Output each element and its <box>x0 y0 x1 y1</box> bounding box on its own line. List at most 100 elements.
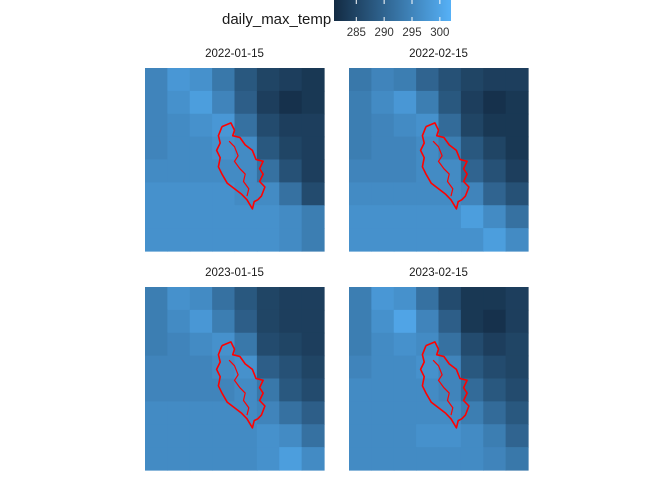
heatmap-cell <box>416 401 440 425</box>
legend-tick-label: 285 <box>346 27 366 39</box>
heatmap-cell <box>212 90 236 115</box>
heatmap-cell <box>279 447 303 471</box>
heatmap-cell <box>460 424 484 448</box>
heatmap-cell <box>505 424 529 448</box>
heatmap-cell <box>212 205 236 229</box>
heatmap-cell <box>349 68 372 92</box>
heatmap-cell <box>371 447 395 471</box>
heatmap-cell <box>212 424 236 448</box>
heatmap-cell <box>256 159 280 183</box>
heatmap-cell <box>393 287 417 311</box>
heatmap-cell <box>505 309 529 334</box>
heatmap-cell <box>256 447 280 471</box>
heatmap-cell <box>416 68 440 92</box>
heatmap-cell <box>371 401 395 425</box>
heatmap-cell <box>256 424 280 448</box>
heatmap-cell <box>438 113 462 138</box>
heatmap-cell <box>212 68 236 92</box>
heatmap-cell <box>301 401 325 425</box>
heatmap-cell <box>483 287 507 311</box>
heatmap-cell <box>189 205 213 229</box>
boundary-outline <box>419 341 470 429</box>
heatmap-cell <box>189 332 213 357</box>
heatmap-cell <box>301 90 325 115</box>
heatmap-cell <box>145 136 168 161</box>
heatmap-cell <box>279 205 303 229</box>
heatmap-cell <box>460 136 484 161</box>
heatmap-cell <box>189 159 213 183</box>
heatmap-cell <box>256 355 280 380</box>
heatmap-cell <box>505 90 529 115</box>
heatmap-cell <box>483 205 507 229</box>
heatmap-cell <box>234 332 258 357</box>
heatmap-cell <box>189 287 213 311</box>
heatmap-cell <box>393 159 417 183</box>
heatmap-cell <box>416 309 440 334</box>
heatmap-cell <box>145 159 168 183</box>
heatmap-panel <box>349 287 529 471</box>
heatmap-cell <box>393 205 417 229</box>
heatmap-cell <box>483 68 507 92</box>
heatmap-cell <box>505 228 529 252</box>
heatmap-cell <box>301 136 325 161</box>
heatmap-cell <box>301 378 325 402</box>
heatmap-cell <box>393 401 417 425</box>
heatmap-cell <box>483 332 507 357</box>
heatmap-cell <box>393 424 417 448</box>
heatmap-cell <box>167 309 191 334</box>
heatmap-cell <box>460 182 484 206</box>
heatmap-cell <box>393 90 417 115</box>
heatmap-cell <box>234 90 258 115</box>
heatmap-cell <box>416 182 440 206</box>
heatmap-cell <box>349 332 372 357</box>
heatmap-cell <box>460 447 484 471</box>
heatmap-cell <box>438 136 462 161</box>
heatmap-cell <box>234 287 258 311</box>
heatmap-cell <box>438 68 462 92</box>
heatmap-cell <box>460 90 484 115</box>
heatmap-cell <box>279 424 303 448</box>
heatmap-cell <box>438 228 462 252</box>
heatmap-cell <box>505 287 529 311</box>
heatmap-cell <box>234 447 258 471</box>
heatmap-cell <box>371 113 395 138</box>
heatmap-cell <box>145 287 168 311</box>
heatmap-cell <box>145 309 168 334</box>
heatmap-cell <box>189 136 213 161</box>
heatmap-cell <box>189 424 213 448</box>
heatmap-cell <box>483 182 507 206</box>
legend-colorbar <box>334 0 451 21</box>
heatmap-cell <box>189 447 213 471</box>
heatmap-cell <box>212 447 236 471</box>
heatmap-cell <box>393 355 417 380</box>
heatmap-cell <box>279 113 303 138</box>
heatmap-cell <box>349 309 372 334</box>
heatmap-cell <box>167 68 191 92</box>
heatmap-cell <box>301 332 325 357</box>
heatmap-cell <box>460 355 484 380</box>
heatmap-cell <box>256 90 280 115</box>
heatmap-cell <box>167 332 191 357</box>
heatmap-cell <box>189 182 213 206</box>
heatmap-cell <box>393 378 417 402</box>
heatmap-cell <box>279 332 303 357</box>
heatmap-cell <box>301 447 325 471</box>
heatmap-cell <box>167 378 191 402</box>
heatmap-cell <box>167 228 191 252</box>
facet-title: 2022-01-15 <box>205 48 264 60</box>
heatmap-cell <box>460 287 484 311</box>
heatmap-cell <box>349 401 372 425</box>
heatmap-cell <box>279 355 303 380</box>
heatmap-cell <box>234 113 258 138</box>
heatmap-cell <box>460 68 484 92</box>
heatmap-cell <box>505 447 529 471</box>
heatmap-cell <box>234 182 258 206</box>
heatmap-cell <box>234 228 258 252</box>
legend-title: daily_max_temp <box>222 11 332 28</box>
heatmap-cell <box>212 159 236 183</box>
heatmap-cell <box>416 447 440 471</box>
legend-tick-label: 295 <box>402 27 422 39</box>
heatmap-cell <box>167 401 191 425</box>
heatmap-cell <box>234 205 258 229</box>
heatmap-cell <box>371 424 395 448</box>
